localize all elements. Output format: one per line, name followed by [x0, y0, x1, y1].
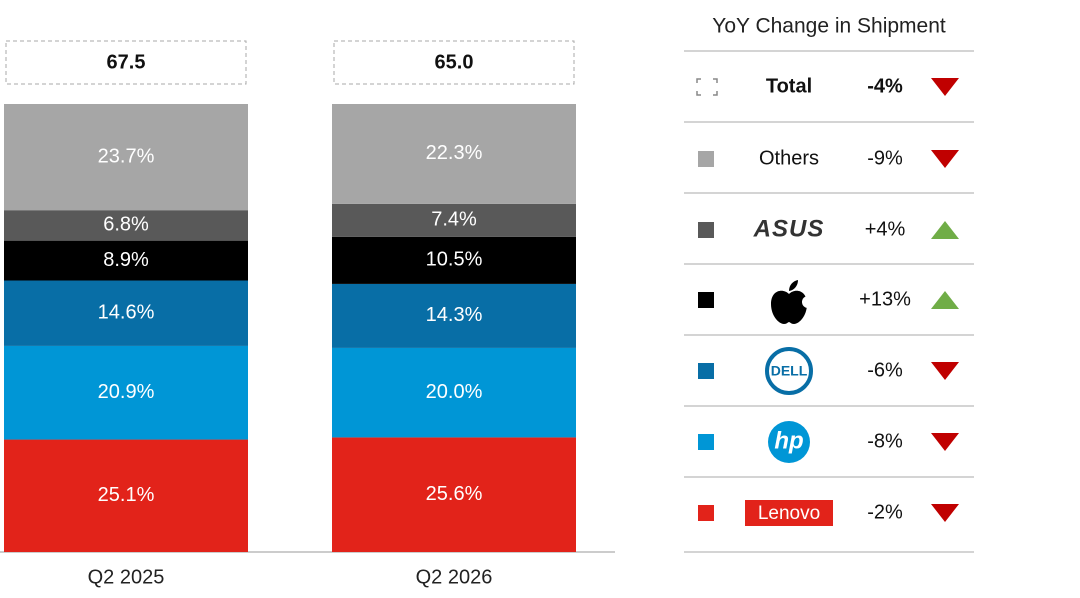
arrow-up — [931, 291, 959, 309]
bar-segment — [4, 210, 248, 241]
data-label: 20.9% — [98, 381, 155, 403]
apple-body — [771, 290, 807, 324]
total-icon — [696, 78, 718, 96]
arrow-up — [931, 221, 959, 239]
table-title: YoY Change in Shipment — [712, 15, 946, 38]
total-label: 65.0 — [435, 51, 474, 73]
bar-segment — [4, 104, 248, 211]
data-label: 25.6% — [426, 483, 483, 505]
bar-segment — [4, 439, 248, 552]
row-label: Lenovo — [758, 503, 820, 524]
arrow-down — [931, 504, 959, 522]
legend-swatch — [698, 292, 714, 308]
bar-segment — [332, 104, 576, 204]
arrow-down — [931, 362, 959, 380]
bar-segment — [332, 236, 576, 284]
data-label: 6.8% — [103, 214, 149, 236]
data-label: 10.5% — [426, 249, 483, 271]
yoy-change: -6% — [867, 359, 903, 381]
legend-swatch — [698, 505, 714, 521]
total-label: 67.5 — [107, 51, 146, 73]
yoy-change: +4% — [865, 218, 906, 240]
arrow-down — [931, 150, 959, 168]
legend-swatch — [698, 363, 714, 379]
data-label: 23.7% — [98, 145, 155, 167]
yoy-change: -8% — [867, 430, 903, 452]
row-label: Total — [766, 75, 812, 97]
yoy-change: +13% — [859, 288, 911, 310]
apple-leaf — [789, 280, 798, 291]
data-label: 14.3% — [426, 304, 483, 326]
yoy-change: -9% — [867, 147, 903, 169]
x-tick-label: Q2 2025 — [88, 566, 165, 588]
logo-bg — [765, 347, 813, 395]
apple-bite — [802, 296, 814, 308]
total-box — [333, 40, 575, 85]
bar-segment — [332, 283, 576, 348]
data-label: 8.9% — [103, 249, 149, 271]
bar-segment — [4, 345, 248, 440]
total-box — [5, 40, 247, 85]
logo-bg — [745, 500, 833, 526]
apple-logo — [771, 280, 814, 324]
arrow-down — [931, 433, 959, 451]
data-label: 14.6% — [98, 301, 155, 323]
data-label: 25.1% — [98, 484, 155, 506]
row-label: hp — [774, 427, 803, 454]
bar-segment — [4, 280, 248, 346]
bar-segment — [332, 347, 576, 438]
data-label: 20.0% — [426, 381, 483, 403]
bar-segment — [4, 240, 248, 281]
data-label: 22.3% — [426, 142, 483, 164]
yoy-change: -4% — [867, 75, 903, 97]
legend-swatch — [698, 222, 714, 238]
bar-segment — [332, 437, 576, 552]
arrow-down — [931, 78, 959, 96]
bar-segment — [332, 203, 576, 237]
logo-bg — [768, 421, 810, 463]
x-tick-label: Q2 2026 — [416, 566, 493, 588]
row-label: ASUS — [753, 215, 825, 242]
legend-swatch — [698, 434, 714, 450]
legend-swatch — [698, 151, 714, 167]
yoy-change: -2% — [867, 501, 903, 523]
data-label: 7.4% — [431, 209, 477, 231]
row-label: Others — [759, 147, 819, 169]
row-label: DELL — [771, 363, 808, 379]
